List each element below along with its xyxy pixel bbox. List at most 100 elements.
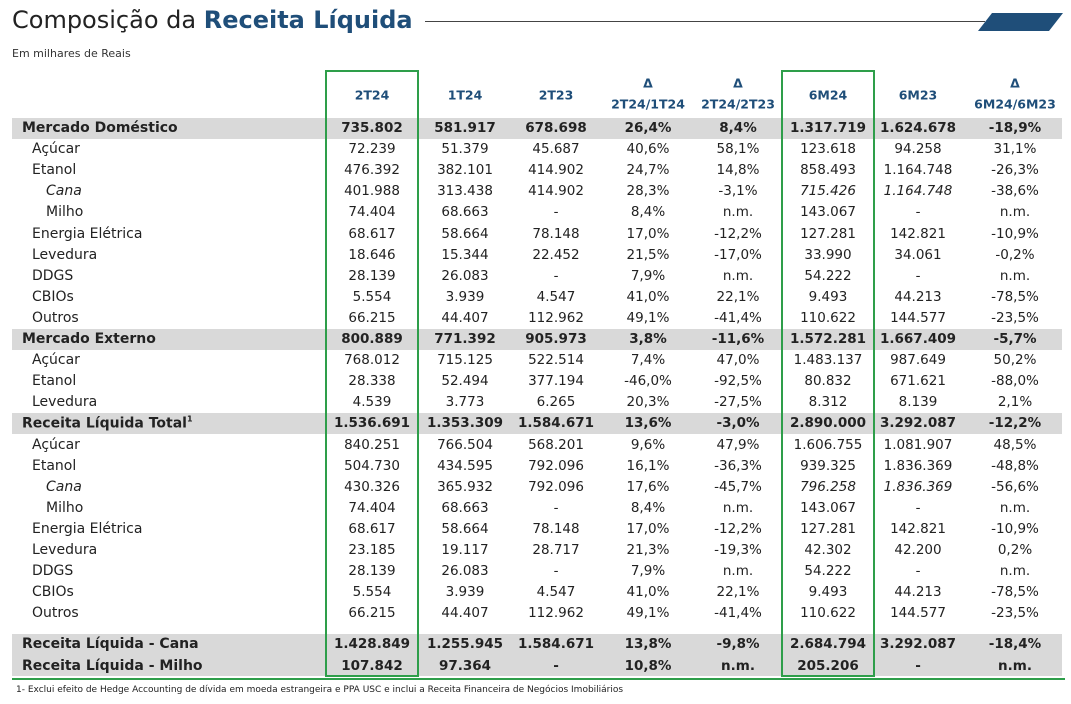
cell: 840.251	[344, 436, 400, 453]
row-label: Outros	[32, 309, 79, 326]
row-band	[12, 633, 1062, 655]
cell: -3,0%	[716, 415, 760, 432]
cell: -92,5%	[714, 373, 762, 390]
cell: 94.258	[894, 141, 942, 158]
cell: 382.101	[437, 162, 493, 179]
cell: 66.215	[348, 309, 396, 326]
cell: 771.392	[434, 331, 496, 347]
subtitle: Em milhares de Reais	[12, 47, 131, 60]
cell: -23,5%	[991, 309, 1039, 326]
row-label: DDGS	[32, 563, 74, 580]
cell: 8,4%	[630, 499, 666, 516]
cell: 3,8%	[629, 331, 667, 347]
cell: 48,5%	[993, 436, 1037, 453]
cell: 31,1%	[993, 141, 1037, 158]
cell: 10,8%	[624, 657, 672, 674]
cell: 3.292.087	[879, 415, 957, 432]
cell: 54.222	[804, 267, 852, 284]
cell: 127.281	[800, 225, 856, 242]
cell: -38,6%	[991, 183, 1039, 200]
cell: -23,5%	[991, 605, 1039, 622]
column-header: 1T24	[447, 87, 483, 103]
row-label: Etanol	[32, 162, 77, 179]
cell: n.m.	[999, 204, 1031, 221]
cell: 47,9%	[716, 436, 760, 453]
cell: 792.096	[528, 478, 584, 495]
cell: -88,0%	[991, 373, 1039, 390]
cell: 1.572.281	[789, 331, 867, 347]
cell: 40,6%	[626, 141, 670, 158]
cell: 44.213	[894, 584, 942, 601]
cell: 42.200	[894, 542, 942, 558]
cell: -	[553, 563, 559, 580]
row-label: Mercado Externo	[22, 331, 156, 347]
column-header: 6M24/6M23	[974, 96, 1056, 112]
cell: 1.536.691	[333, 415, 411, 432]
cell: 9.493	[808, 288, 848, 305]
cell: 51.379	[441, 141, 489, 158]
cell: 504.730	[344, 457, 400, 474]
cell: 58.664	[441, 225, 489, 242]
cell: 8,4%	[719, 120, 757, 136]
cell: 1.428.849	[333, 636, 411, 653]
cell: 768.012	[344, 352, 400, 369]
cell: n.m.	[999, 499, 1031, 516]
row-label: Levedura	[32, 246, 98, 263]
cell: 110.622	[800, 605, 856, 622]
cell: -	[553, 204, 559, 221]
cell: 1.584.671	[517, 415, 595, 432]
row-label: Açúcar	[32, 352, 80, 369]
cell: 800.889	[341, 331, 403, 347]
cell: 905.973	[525, 331, 587, 347]
cell: 1.836.369	[883, 478, 953, 495]
footnote-ref: 1	[186, 415, 193, 425]
cell: 45.687	[532, 141, 580, 158]
cell: 8.312	[808, 394, 848, 411]
cell: 715.125	[437, 352, 493, 369]
cell: 1.606.755	[793, 436, 863, 453]
cell: 430.326	[344, 478, 400, 495]
cell: -11,6%	[711, 331, 765, 347]
cell: 858.493	[800, 162, 856, 179]
cell: 8.139	[898, 394, 938, 411]
cell: 13,8%	[624, 636, 672, 653]
cell: -56,6%	[991, 478, 1039, 495]
cell: -	[553, 499, 559, 516]
column-delta: Δ	[733, 75, 743, 91]
cell: 7,4%	[630, 352, 666, 369]
cell: 766.504	[437, 436, 493, 453]
cell: -36,3%	[714, 457, 762, 474]
cell: 49,1%	[626, 309, 670, 326]
cell: 1.836.369	[883, 457, 953, 474]
cell: 8,4%	[630, 204, 666, 221]
cell: n.m.	[721, 657, 755, 674]
cell: n.m.	[999, 267, 1031, 284]
row-band	[12, 328, 1062, 350]
title-plain: Composição da	[12, 6, 197, 34]
cell: n.m.	[722, 499, 754, 516]
cell: 142.821	[890, 520, 946, 537]
cell: 110.622	[800, 309, 856, 326]
cell: 42.302	[804, 542, 852, 558]
cell: 58.664	[441, 520, 489, 537]
cell: -12,2%	[988, 415, 1042, 432]
cell: 107.842	[341, 657, 403, 674]
cell: 68.663	[441, 499, 489, 516]
cell: 7,9%	[630, 267, 666, 284]
cell: 987.649	[890, 352, 946, 369]
cell: 144.577	[890, 309, 946, 326]
cell: 28,3%	[626, 183, 670, 200]
cell: 21,5%	[626, 246, 670, 263]
cell: -10,9%	[991, 225, 1039, 242]
cell: 13,6%	[624, 415, 672, 432]
cell: 522.514	[528, 352, 584, 369]
cell: 0,2%	[997, 542, 1033, 558]
cell: 22,1%	[716, 584, 760, 601]
cell: n.m.	[722, 267, 754, 284]
cell: 17,0%	[626, 520, 670, 537]
row-label: Outros	[32, 605, 79, 622]
cell: 9,6%	[630, 436, 666, 453]
cell: 22,1%	[716, 288, 760, 305]
row-label: Milho	[46, 499, 84, 516]
cell: 414.902	[528, 183, 584, 200]
